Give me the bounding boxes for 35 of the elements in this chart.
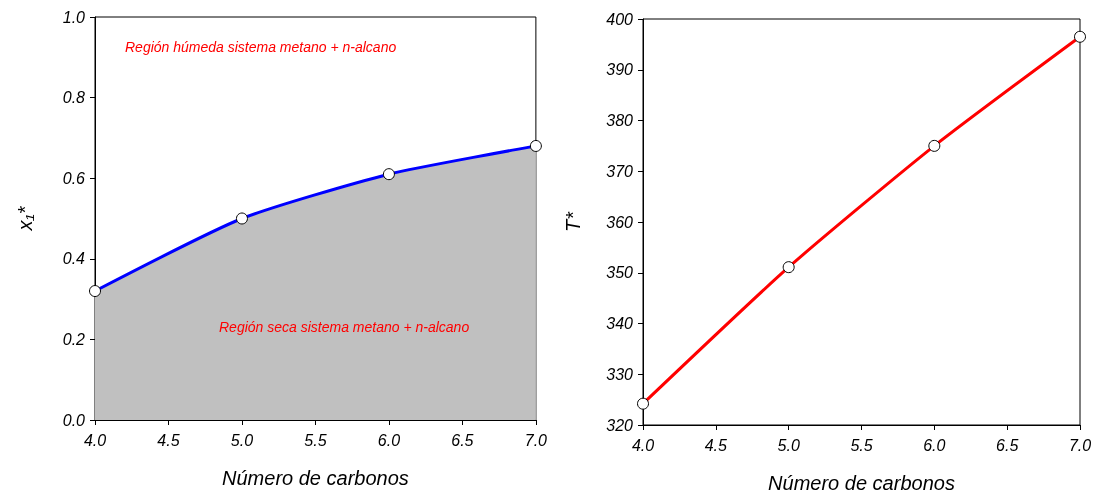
y-tick-label: 370 (606, 162, 634, 180)
annotation: Región seca sistema metano + n-alcano (219, 319, 470, 335)
y-tick-label: 360 (606, 213, 634, 231)
x-tick-label: 7.0 (524, 431, 548, 449)
y-tick-label: 320 (606, 416, 634, 434)
x-tick-label: 6.0 (377, 431, 401, 449)
x-tick-label: 5.0 (777, 436, 800, 454)
x-tick-label: 6.0 (923, 436, 946, 454)
x-tick-label: 5.5 (304, 431, 327, 449)
x-tick-label: 4.0 (631, 436, 655, 454)
x-tick-label: 4.0 (83, 431, 107, 449)
x-axis-title: Número de carbonos (768, 472, 955, 494)
y-tick-label: 0.4 (62, 250, 86, 268)
y-tick-label: 0.2 (62, 330, 86, 348)
y-tick-label: 0.0 (62, 411, 86, 429)
x-tick-label: 5.0 (230, 431, 254, 449)
x-tick-label: 7.0 (1068, 436, 1092, 454)
x-tick-label: 6.5 (996, 436, 1019, 454)
x-tick-label: 4.5 (157, 431, 180, 449)
y-axis-title: T* (562, 210, 584, 232)
y-tick-label: 0.8 (62, 89, 86, 107)
x-tick-label: 4.5 (704, 436, 728, 454)
y-tick-label: 380 (606, 112, 634, 129)
annotation: Región húmeda sistema metano + n-alcano (125, 39, 397, 55)
y-tick-label: 350 (606, 264, 634, 282)
y-tick-label: 330 (606, 365, 634, 383)
x-tick-label: 5.5 (850, 436, 873, 454)
y-axis-title: x₁* (14, 205, 36, 232)
y-tick-label: 0.6 (62, 169, 86, 187)
x-axis-title: Número de carbonos (222, 467, 409, 489)
y-tick-label: 390 (606, 61, 634, 79)
y-tick-label: 400 (606, 10, 634, 28)
x-tick-label: 6.5 (451, 431, 474, 449)
y-tick-label: 340 (606, 315, 634, 332)
y-tick-label: 1.0 (62, 8, 86, 26)
